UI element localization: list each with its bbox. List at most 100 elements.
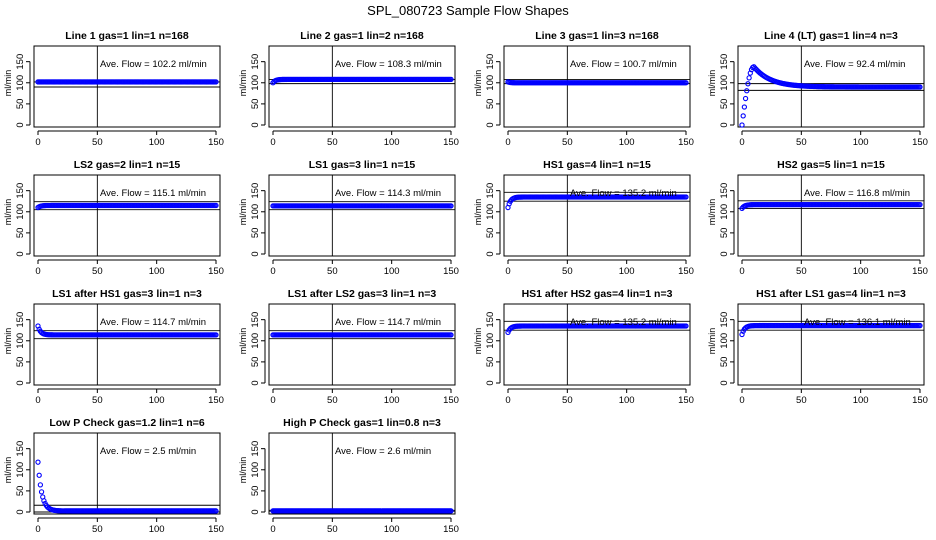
y-tick-label: 150: [485, 183, 496, 199]
data-point: [35, 459, 41, 465]
x-tick-label: 150: [678, 266, 694, 277]
average-flow-annotation: Ave. Flow = 115.1 ml/min: [100, 188, 206, 199]
x-tick-label: 100: [853, 266, 869, 277]
x-tick-label: 100: [384, 395, 400, 406]
x-tick-label: 0: [505, 266, 510, 277]
x-tick-label: 0: [270, 524, 275, 535]
x-tick-label: 0: [505, 395, 510, 406]
panel-title: HS2 gas=5 lin=1 n=15: [777, 159, 885, 171]
plot-frame: [33, 303, 221, 386]
x-tick-label: 50: [327, 266, 338, 277]
y-axis-label: ml/min: [473, 199, 483, 226]
y-tick-label: 50: [719, 99, 730, 110]
x-tick-label: 150: [208, 395, 224, 406]
plot-frame: [737, 303, 925, 386]
y-axis-label: ml/min: [3, 457, 13, 484]
data-point: [917, 201, 923, 208]
y-tick-label: 150: [485, 54, 496, 70]
data-point: [917, 84, 923, 90]
chart-panel: HS2 gas=5 lin=1 n=150 50 100 150050100150ml…: [707, 159, 928, 277]
y-axis-label: ml/min: [473, 70, 483, 97]
x-tick-label: 0: [739, 266, 744, 277]
panel-title: Line 2 gas=1 lin=2 n=168: [300, 30, 424, 42]
chart-panel: Line 1 gas=1 lin=1 n=168 0 50 100 150 0 50 100 1…: [3, 30, 224, 148]
y-tick-label: 50: [250, 486, 261, 497]
x-tick-label: 50: [327, 395, 338, 406]
panel-title: HS1 after HS2 gas=4 lin=1 n=3: [522, 288, 673, 300]
average-flow-annotation: Ave. Flow = 100.7 ml/min: [570, 59, 677, 70]
data-point: [746, 75, 752, 81]
x-tick-label: 100: [384, 137, 400, 148]
x-tick-label: 150: [208, 266, 224, 277]
data-point: [448, 508, 454, 514]
data-point: [739, 122, 745, 128]
plot-frame: [737, 174, 925, 257]
y-axis-label: ml/min: [473, 328, 483, 355]
x-tick-label: 0: [35, 395, 40, 406]
plot-frame: [33, 174, 221, 257]
y-tick-label: 150: [719, 312, 730, 328]
panel-title: Line 1 gas=1 lin=1 n=168: [65, 30, 189, 42]
x-tick-label: 150: [443, 524, 459, 535]
data-point: [742, 95, 749, 102]
x-tick-label: 150: [678, 395, 694, 406]
y-tick-label: 100: [485, 75, 496, 91]
panel-grid: Line 1 gas=1 lin=1 n=168 0 50 100 150 0 50 100 1…: [3, 30, 928, 535]
y-tick-label: 100: [250, 333, 261, 349]
y-axis-label: ml/min: [707, 199, 717, 226]
plot-frame: [737, 45, 925, 128]
y-tick-label: 50: [15, 357, 26, 368]
plot-frame: [268, 303, 456, 386]
y-tick-label: 50: [485, 357, 496, 368]
x-tick-label: 0: [270, 137, 275, 148]
chart-panel: HS1 after HS2 gas=4 lin=1 n=3 0 50 100 150 0 5…: [473, 288, 694, 406]
plot-frame: [503, 174, 691, 257]
average-flow-annotation: Ave. Flow = 114.7 ml/min: [335, 317, 441, 328]
plot-frame: [268, 174, 456, 257]
x-tick-label: 50: [562, 137, 573, 148]
x-tick-label: 100: [619, 266, 635, 277]
data-point: [745, 81, 751, 87]
y-tick-label: 100: [15, 333, 26, 349]
average-flow-annotation: Ave. Flow = 136.1 ml/min: [804, 317, 911, 328]
average-flow-annotation: Ave. Flow = 2.5 ml/min: [100, 446, 196, 457]
x-tick-label: 50: [796, 137, 807, 148]
y-tick-label: 100: [15, 204, 26, 220]
y-tick-label: 0: [485, 380, 496, 385]
y-tick-label: 100: [250, 462, 261, 478]
x-tick-label: 0: [35, 266, 40, 277]
x-tick-label: 150: [678, 137, 694, 148]
plot-frame: [33, 45, 221, 128]
chart-panel: High P Check gas=1 lin=0.8 n=3 0 50 100 150 0…: [238, 417, 459, 535]
data-point: [740, 113, 746, 119]
y-tick-label: 0: [15, 380, 26, 385]
x-tick-label: 50: [92, 524, 103, 535]
y-tick-label: 0: [250, 509, 261, 514]
data-point: [213, 332, 219, 338]
panel-title: LS2 gas=2 lin=1 n=15: [74, 159, 181, 171]
y-axis-label: ml/min: [238, 199, 248, 226]
data-point: [448, 203, 454, 209]
data-point: [744, 88, 750, 94]
chart-panel: LS1 gas=3 lin=1 n=150 50 100 150050100150ml…: [238, 159, 459, 277]
y-tick-label: 0: [250, 122, 261, 127]
panel-title: HS1 after LS1 gas=4 lin=1 n=3: [756, 288, 906, 300]
x-tick-label: 50: [796, 266, 807, 277]
x-tick-label: 50: [92, 395, 103, 406]
plot-frame: [33, 432, 221, 515]
y-tick-label: 50: [15, 228, 26, 239]
y-tick-label: 150: [15, 441, 26, 457]
average-flow-annotation: Ave. Flow = 135.2 ml/min: [570, 188, 677, 199]
y-axis-label: ml/min: [238, 457, 248, 484]
y-tick-label: 100: [719, 75, 730, 91]
plot-frame: [503, 303, 691, 386]
chart-panel: LS2 gas=2 lin=1 n=150 50 100 150050100150ml…: [3, 159, 224, 277]
y-tick-label: 100: [250, 75, 261, 91]
x-tick-label: 100: [853, 395, 869, 406]
panel-title: LS1 after HS1 gas=3 lin=1 n=3: [52, 288, 202, 300]
x-tick-label: 100: [853, 137, 869, 148]
y-tick-label: 100: [485, 333, 496, 349]
x-tick-label: 50: [92, 137, 103, 148]
x-tick-label: 100: [149, 266, 165, 277]
average-flow-annotation: Ave. Flow = 102.2 ml/min: [100, 59, 207, 70]
